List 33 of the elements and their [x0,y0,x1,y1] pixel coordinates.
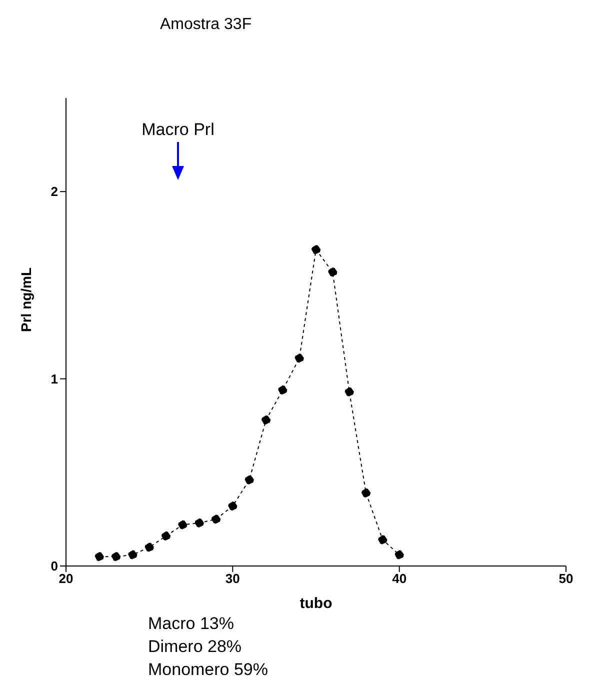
point [228,502,238,511]
chart-title: Amostra 33F [159,15,253,35]
point [128,550,138,560]
point [328,268,338,277]
point [278,386,288,395]
x-tick-label: 20 [58,571,74,586]
point [362,488,370,498]
annotation: Macro Prl [140,120,216,140]
x-tick-label: 50 [558,571,574,586]
x-axis-title: tubo [300,595,332,612]
y-axis-title: Prl ng/mL [18,266,34,332]
point [144,542,154,552]
x-tick-label: 30 [225,571,240,586]
point [344,387,354,396]
point [94,552,104,562]
point [378,535,388,544]
y-tick-label: 2 [50,184,58,200]
text: Dimero 28% [148,636,243,658]
text: Macro 13% [148,613,235,635]
x-tick-label: 40 [392,571,407,586]
point [394,550,404,560]
y-tick-label: 1 [50,371,58,386]
point [112,552,120,562]
point [294,354,304,363]
point [178,520,188,530]
point [262,415,270,424]
point [312,245,320,254]
y-tick-label: 0 [50,558,58,574]
point [212,514,220,524]
point [162,532,170,541]
text: Monomero 59% [148,659,270,677]
point [244,475,254,484]
point [194,518,204,528]
